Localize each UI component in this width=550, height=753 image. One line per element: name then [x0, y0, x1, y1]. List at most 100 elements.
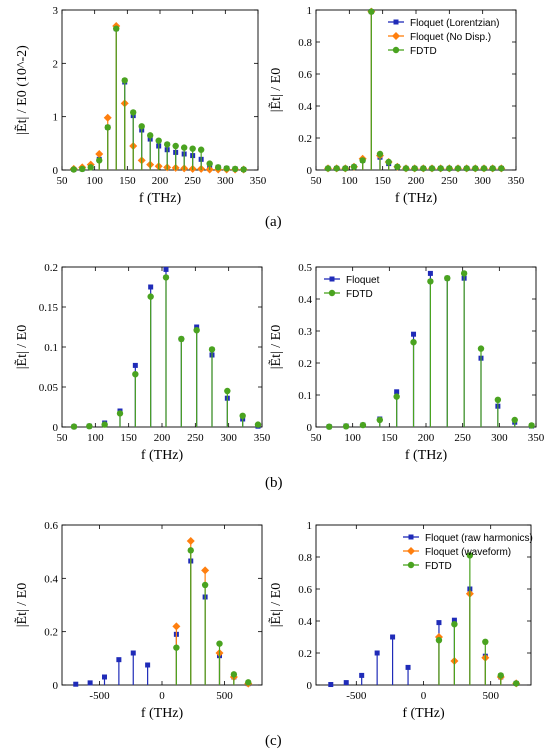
- y-axis-label: |Ẽt| / E0 (10^-2): [14, 45, 30, 135]
- chart-a-right: 50 100 150 200 250 300 350 0 0.2 0.4 0.6 0.8 1 f (THz…: [268, 5, 525, 206]
- y-tick-label: 0.2: [298, 358, 312, 370]
- x-axis-label: f (THz): [405, 448, 448, 463]
- point-fdtd: [444, 275, 451, 282]
- point-floquet: [343, 680, 349, 686]
- point-floquet: [390, 634, 396, 640]
- point-fdtd: [130, 109, 137, 116]
- legend-marker-nodisp: [407, 547, 415, 555]
- point-fdtd: [324, 165, 332, 172]
- series-floquet: [73, 558, 251, 687]
- point-fdtd: [359, 421, 367, 429]
- point-fdtd: [101, 421, 108, 428]
- y-tick-label: 0.4: [298, 101, 312, 113]
- legend: Floquet FDTD: [324, 275, 380, 300]
- point-fdtd: [104, 124, 111, 131]
- point-fdtd: [437, 165, 444, 172]
- point-fdtd: [70, 423, 78, 430]
- point-nodisp: [186, 537, 195, 545]
- y-axis-label: |Ẽt| / E0: [268, 325, 284, 370]
- x-tick-label: 0: [159, 690, 165, 702]
- point-fdtd: [394, 163, 401, 170]
- legend-label: FDTD: [346, 289, 373, 300]
- y-tick-label: 3: [53, 5, 59, 17]
- y-tick-label: 1: [307, 5, 313, 17]
- y-tick-label: 0.4: [44, 573, 58, 585]
- x-tick-label: 250: [454, 432, 471, 444]
- point-floquet: [148, 284, 154, 290]
- y-tick-label: 0.8: [298, 552, 312, 564]
- point-fdtd: [460, 270, 468, 277]
- point-floquet: [374, 650, 380, 656]
- point-fdtd: [113, 25, 120, 32]
- legend-marker-fdtd: [328, 289, 336, 297]
- point-floquet: [73, 681, 79, 687]
- legend-marker-nodisp: [392, 32, 400, 40]
- point-fdtd: [446, 165, 453, 172]
- x-tick-label: 250: [184, 175, 201, 187]
- point-floquet: [132, 362, 138, 368]
- y-tick-label: 0.4: [298, 294, 312, 306]
- x-tick-label: 300: [491, 432, 508, 444]
- y-tick-label: 0: [307, 422, 313, 434]
- axes-frame: [61, 266, 263, 428]
- point-fdtd: [206, 160, 213, 167]
- legend-label: Floquet (Lorentzian): [410, 18, 500, 29]
- legend-label: Floquet (raw harmonics): [425, 533, 533, 544]
- axes-frame: [61, 524, 263, 686]
- point-fdtd: [155, 137, 162, 144]
- point-fdtd: [172, 142, 179, 150]
- point-nodisp: [201, 566, 210, 575]
- point-fdtd: [201, 581, 209, 589]
- y-tick-label: 0: [307, 680, 313, 692]
- series-fdtd: [324, 8, 505, 172]
- legend-label: Floquet (waveform): [425, 547, 511, 558]
- y-axis-label: |Ẽt| / E0: [268, 583, 284, 628]
- x-tick-label: -500: [89, 690, 110, 702]
- point-nodisp: [103, 113, 112, 122]
- chart-b-left: 50 100 150 200 250 300 350 0 0.05 0.1 0.15 0.2 f (TH…: [14, 262, 271, 463]
- point-fdtd: [342, 423, 350, 430]
- legend-marker-floquet: [329, 276, 335, 282]
- legend: Floquet (Lorentzian) Floquet (No Disp.) FD…: [388, 18, 500, 57]
- point-fdtd: [224, 387, 231, 395]
- point-fdtd: [189, 145, 196, 152]
- x-axis-label: f (THz): [141, 706, 184, 721]
- point-fdtd: [402, 165, 410, 172]
- y-tick-label: 1: [307, 520, 313, 532]
- point-fdtd: [116, 410, 124, 417]
- x-tick-label: 300: [217, 175, 234, 187]
- x-tick-label: 350: [508, 175, 525, 187]
- x-axis-label: f (THz): [395, 191, 438, 206]
- y-axis-label: |Ẽt| / E0: [268, 68, 284, 113]
- chart-c-left: -500 0 500 0 0.2 0.4 0.6 f (THz) |Ẽt| / E0: [14, 520, 263, 721]
- point-floquet: [102, 674, 107, 680]
- point-fdtd: [147, 132, 154, 139]
- y-tick-label: 0.8: [298, 37, 312, 49]
- x-tick-label: 200: [154, 432, 171, 444]
- y-tick-label: 0: [307, 165, 313, 177]
- y-tick-label: 0.4: [298, 616, 312, 628]
- point-floquet: [194, 324, 200, 330]
- point-fdtd: [497, 672, 504, 679]
- x-tick-label: 300: [220, 432, 237, 444]
- x-tick-label: 350: [528, 432, 545, 444]
- point-fdtd: [385, 158, 392, 166]
- point-floquet: [427, 270, 433, 276]
- y-tick-label: 0.5: [298, 262, 312, 274]
- point-fdtd: [86, 423, 93, 430]
- y-axis-label: |Ẽt| / E0: [14, 325, 30, 370]
- x-tick-label: 150: [120, 432, 137, 444]
- point-fdtd: [245, 679, 252, 686]
- legend-marker-floquet: [393, 19, 399, 25]
- x-tick-label: 250: [187, 432, 204, 444]
- point-fdtd: [376, 416, 383, 424]
- caption-c: (c): [265, 733, 282, 749]
- point-fdtd: [79, 165, 86, 173]
- point-fdtd: [121, 77, 128, 84]
- y-axis-label: |Ẽt| / E0: [14, 583, 30, 628]
- chart-b-right: 50 100 150 200 250 300 350 0 0.1 0.2 0.3 0.4 0.5 f (T…: [268, 262, 545, 463]
- point-floquet: [130, 650, 136, 656]
- x-axis-label: f (THz): [402, 706, 445, 721]
- caption-a: (a): [265, 214, 282, 230]
